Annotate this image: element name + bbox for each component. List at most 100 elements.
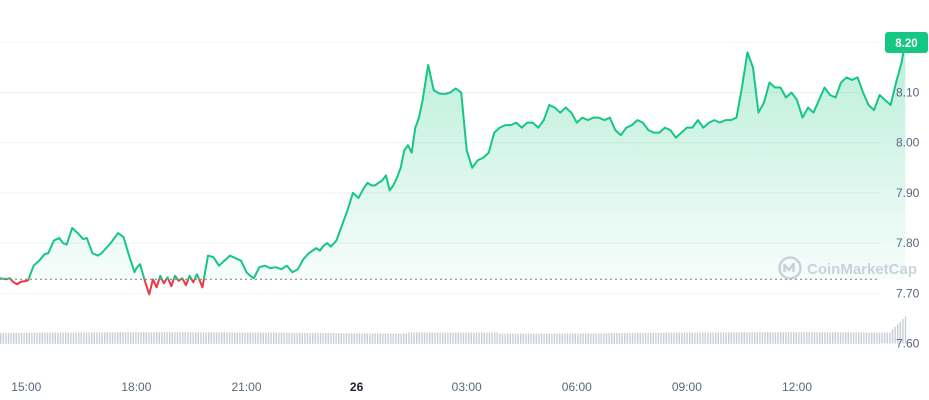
volume-bar [860,332,862,344]
volume-bar [439,332,441,344]
volume-bar [738,332,740,344]
volume-bar [137,332,140,344]
volume-bar [707,332,709,344]
volume-bar [670,332,673,344]
volume-bar [522,333,524,344]
volume-bar [668,332,670,344]
volume-bar [878,332,881,344]
volume-bar [855,332,857,344]
volume-bar [96,332,98,344]
volume-bar [257,332,259,344]
volume-bar [663,332,665,344]
volume-bar [260,332,262,344]
volume-bar [301,332,303,344]
volume-bar [514,333,517,344]
volume-bar [387,333,389,344]
volume-bar [384,333,387,344]
volume-bar [455,332,457,344]
volume-bar [829,332,831,344]
x-tick-label: 06:00 [562,380,592,394]
volume-bar [374,333,376,344]
volume-bar [798,332,800,344]
volume-bar [184,332,186,344]
volume-bar [182,332,184,344]
volume-bar [598,333,600,344]
volume-bar [572,333,574,344]
volume-bar [873,332,875,344]
volume-bar [254,332,257,344]
volume-bar [444,332,446,344]
volume-bar [702,332,704,344]
volume-bar [46,332,49,344]
x-tick-label: 12:00 [782,380,812,394]
volume-bar [153,332,155,344]
volume-bar [548,333,550,344]
volume-bar [114,332,116,344]
volume-bar [533,333,535,344]
volume-bar [613,333,615,344]
volume-bar [361,333,363,344]
volume-bar [59,332,62,344]
volume-bar [270,332,272,344]
volume-bar [473,332,475,344]
volume-bar [106,332,108,344]
volume-bar [340,333,342,344]
volume-bar [657,332,660,344]
volume-bar [449,332,452,344]
volume-bar [725,332,727,344]
volume-bar [618,333,621,344]
volume-bar [590,333,592,344]
volume-bar [403,333,405,344]
volume-bar [371,333,374,344]
volume-bar [631,333,634,344]
volume-bar [18,332,20,344]
volume-bar [652,332,654,344]
volume-bar [267,332,270,344]
y-tick-label: 7.70 [896,286,920,300]
y-tick-label: 8.10 [896,86,920,100]
volume-bar [699,332,701,344]
volume-bar [163,332,166,344]
volume-bar [418,332,420,344]
volume-bar [208,332,210,344]
volume-bar [15,332,17,344]
volume-bar [104,332,106,344]
volume-bar [808,332,810,344]
volume-bar [130,332,132,344]
volume-bar [741,332,743,344]
volume-bar [304,332,306,344]
volume-bar [262,332,264,344]
volume-bar [416,332,418,344]
volume-bar [49,332,51,344]
volume-bar [735,332,738,344]
volume-bar [759,332,761,344]
volume-bar [65,332,67,344]
x-tick-label: 15:00 [11,380,41,394]
volume-bar [236,332,238,344]
volume-bar [538,333,540,344]
volume-bar [585,333,587,344]
volume-bar [356,333,358,344]
volume-bar [894,326,896,344]
volume-bar [512,333,514,344]
current-price-label: 8.20 [895,38,917,50]
volume-bar [379,333,381,344]
volume-bar [592,333,595,344]
volume-bar [600,333,602,344]
volume-bar [205,332,207,344]
volume-bar [400,333,402,344]
volume-bar [195,332,197,344]
volume-bar [234,332,236,344]
volume-bar [98,332,101,344]
volume-bar [156,332,158,344]
volume-bar [70,332,72,344]
volume-bar [481,332,483,344]
volume-bar [577,333,579,344]
volume-bar [187,332,189,344]
volume-bar [525,333,527,344]
volume-bar [189,332,192,344]
volume-bar [5,332,7,344]
x-tick-label: 21:00 [231,380,261,394]
volume-bar [2,332,4,344]
volume-bar [78,332,80,344]
